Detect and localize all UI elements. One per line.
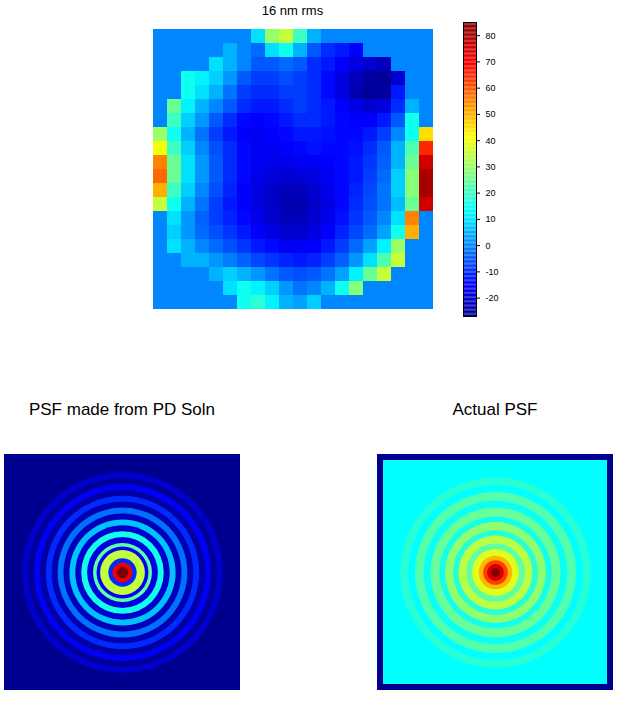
svg-text:20: 20 — [486, 188, 496, 198]
svg-text:80: 80 — [486, 31, 496, 41]
svg-text:30: 30 — [486, 162, 496, 172]
html-text:16 nm rms: 16 nm rms — [261, 3, 324, 18]
svg-text:70: 70 — [486, 57, 496, 67]
svg-text:60: 60 — [486, 83, 496, 93]
svg-text:-20: -20 — [486, 293, 499, 303]
svg-text:-10: -10 — [486, 267, 499, 277]
svg-text:0: 0 — [486, 241, 491, 251]
html-text:PSF made from PD Soln: PSF made from PD Soln — [28, 400, 216, 419]
svg-text:50: 50 — [486, 109, 496, 119]
svg-text:10: 10 — [486, 214, 496, 224]
html-text:Actual PSF: Actual PSF — [452, 400, 538, 419]
svg-text:40: 40 — [486, 136, 496, 146]
